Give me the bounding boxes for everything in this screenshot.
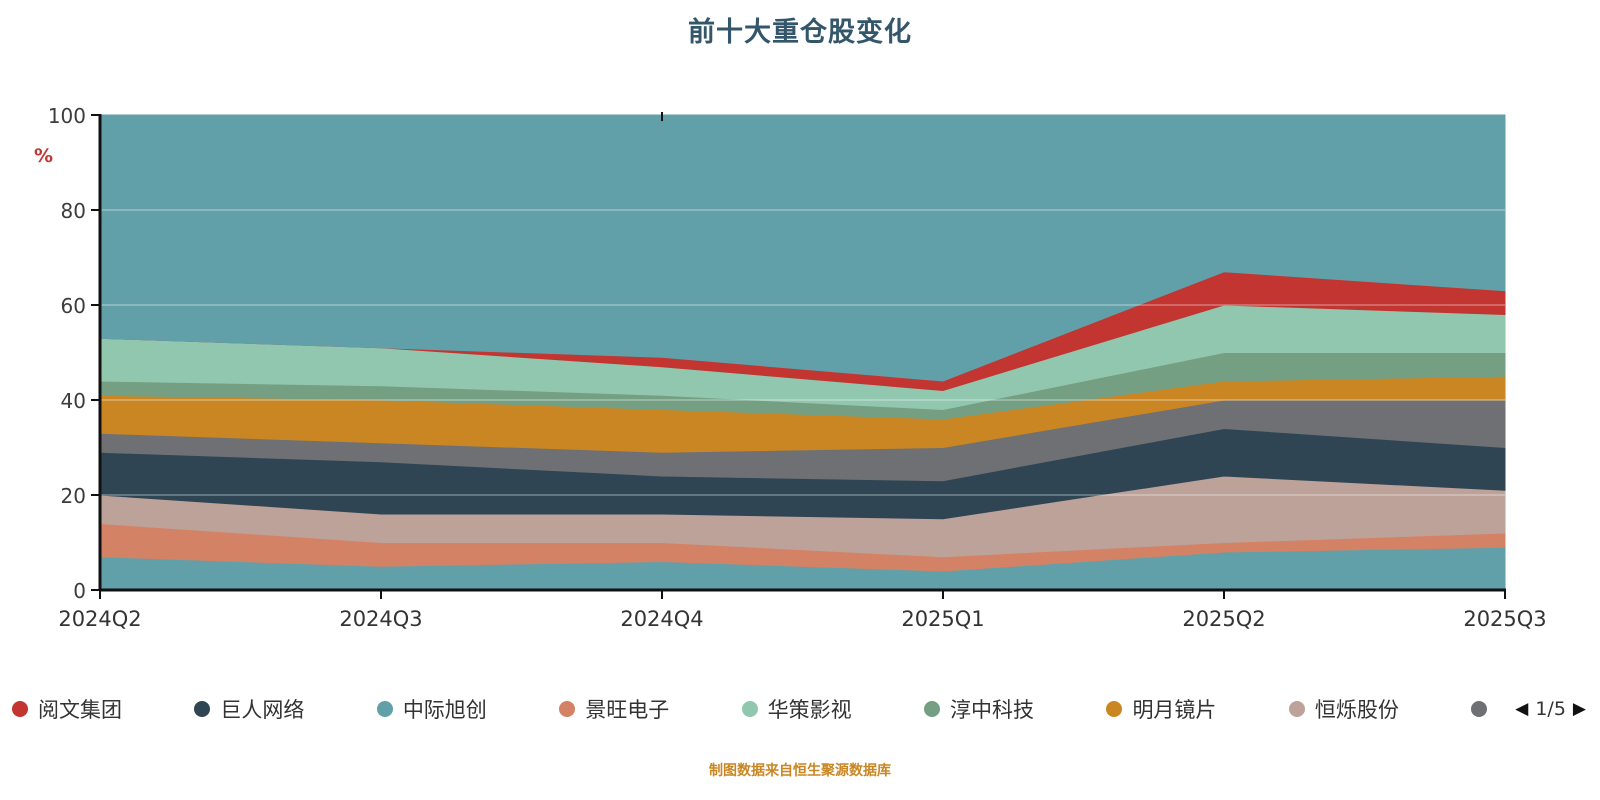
- y-axis-tick-label: 60: [61, 294, 86, 318]
- legend-label: 巨人网络: [220, 698, 305, 722]
- axes: 0 20 40 60 80 100% 2024Q2 2024Q3 2024Q4 2025Q1 202…: [34, 104, 1547, 631]
- x-axis-tick-label: 2025Q2: [1182, 607, 1265, 631]
- legend-label: 明月镜片: [1132, 698, 1217, 722]
- chart-footer: 制图数据来自恒生聚源数据库: [709, 763, 891, 779]
- legend-page-indicator: 1/5: [1535, 698, 1566, 720]
- legend-label: 淳中科技: [950, 698, 1035, 722]
- y-axis-tick-label: 100: [48, 104, 86, 128]
- legend: 阅文集团 巨人网络 中际旭创 景旺电子 华策影视 淳中科技 明月镜片 恒烁股份 ◀ 1/5 ▶: [0, 694, 1600, 724]
- legend-item[interactable]: 景旺电子: [559, 694, 669, 724]
- legend-item[interactable]: [1471, 701, 1497, 717]
- legend-dot-icon: [12, 701, 28, 717]
- legend-dot-icon: [559, 701, 576, 717]
- legend-item[interactable]: 阅文集团: [12, 694, 122, 724]
- legend-dot-icon: [924, 701, 941, 717]
- legend-dot-icon: [1106, 701, 1123, 717]
- legend-item[interactable]: 巨人网络: [194, 694, 304, 724]
- chart-title: 前十大重仓股变化: [688, 17, 912, 48]
- legend-item[interactable]: 淳中科技: [924, 694, 1034, 724]
- legend-dot-icon: [741, 701, 758, 717]
- legend-dot-icon: [1471, 701, 1488, 717]
- gridlines: [100, 209, 1505, 496]
- legend-label: 阅文集团: [38, 698, 122, 722]
- legend-item[interactable]: 明月镜片: [1106, 694, 1216, 724]
- legend-label: 恒烁股份: [1314, 698, 1399, 722]
- x-axis-tick-label: 2025Q1: [901, 607, 984, 631]
- y-axis-tick-label: 0: [73, 579, 86, 603]
- legend-dot-icon: [1288, 701, 1305, 717]
- legend-prev-icon[interactable]: ◀: [1515, 699, 1529, 719]
- x-axis-tick-label: 2024Q4: [620, 607, 703, 631]
- x-axis-tick-label: 2025Q3: [1463, 607, 1546, 631]
- y-axis-unit-label: %: [34, 145, 53, 167]
- legend-dot-icon: [194, 701, 211, 717]
- legend-item[interactable]: 中际旭创: [376, 694, 487, 724]
- legend-items: 阅文集团 巨人网络 中际旭创 景旺电子 华策影视 淳中科技 明月镜片 恒烁股份: [12, 694, 1497, 724]
- stacked-area-chart: 0 20 40 60 80 100% 2024Q2 2024Q3 2024Q4 2025Q1 202…: [34, 104, 1547, 631]
- legend-next-icon[interactable]: ▶: [1572, 699, 1586, 719]
- legend-label: 中际旭创: [402, 698, 487, 722]
- legend-dot-icon: [376, 701, 393, 717]
- x-axis-tick-label: 2024Q3: [339, 607, 422, 631]
- y-axis-tick-label: 20: [61, 484, 86, 508]
- legend-item[interactable]: 恒烁股份: [1288, 694, 1399, 724]
- x-axis-tick-label: 2024Q2: [58, 607, 141, 631]
- legend-item[interactable]: 华策影视: [741, 694, 852, 724]
- legend-pagination: ◀ 1/5 ▶: [1515, 698, 1586, 720]
- y-axis-tick-label: 40: [61, 389, 86, 413]
- y-axis-tick-label: 80: [61, 199, 86, 223]
- legend-label: 华策影视: [767, 698, 852, 722]
- area-series-group: [99, 114, 1506, 591]
- legend-label: 景旺电子: [585, 698, 670, 722]
